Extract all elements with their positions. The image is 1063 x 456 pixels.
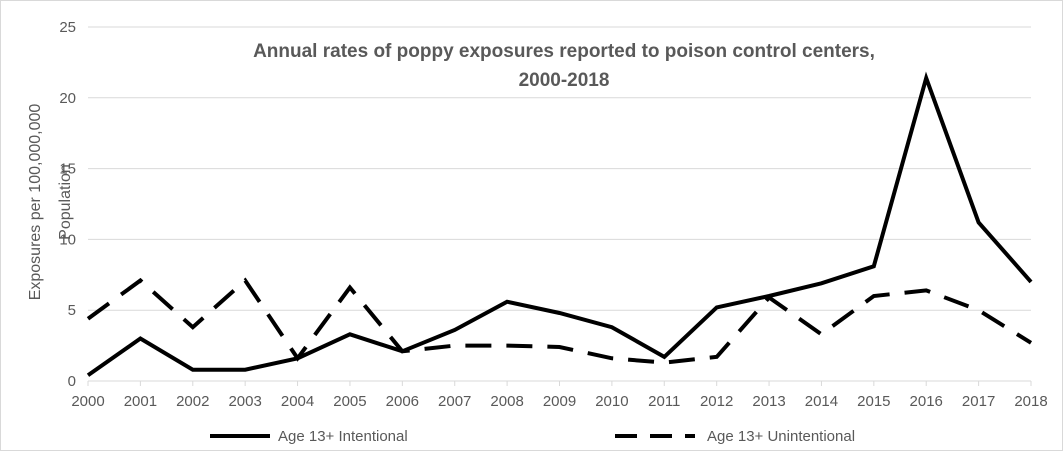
gridlines: [88, 26, 1031, 311]
y-tick-label: 10: [59, 231, 76, 248]
series-line-unintentional: [86, 277, 1033, 365]
x-tick-label: 2013: [752, 393, 785, 410]
x-tick-label: 2015: [857, 393, 890, 410]
x-tick-label: 2006: [386, 393, 419, 410]
chart-title-group: Annual rates of poppy exposures reported…: [253, 41, 875, 91]
y-tick-label: 15: [59, 161, 76, 178]
legend-label: Age 13+ Intentional: [278, 428, 408, 445]
y-tick-label: 20: [59, 90, 76, 107]
y-tick-label: 5: [68, 302, 76, 319]
x-tick-label: 2007: [438, 393, 471, 410]
x-tick-label: 2010: [595, 393, 628, 410]
y-tick-label: 25: [59, 19, 76, 36]
legend: Age 13+ Intentional Age 13+ Unintentional: [210, 428, 855, 445]
y-tick-label: 0: [68, 373, 76, 390]
chart-title-line-2: 2000-2018: [519, 70, 610, 91]
x-tick-label: 2009: [543, 393, 576, 410]
x-tick-label: 2005: [333, 393, 366, 410]
series-line-intentional: [86, 71, 1033, 377]
x-tick-label: 2014: [805, 393, 838, 410]
x-tick-label: 2008: [490, 393, 523, 410]
x-tick-label: 2000: [71, 393, 104, 410]
x-tick-label: 2017: [962, 393, 995, 410]
tick-labels: 0 5 10 15 20 25 2000 2001 2002 2003 2004 2005 2006 20…: [59, 19, 1047, 410]
x-tick-label: 2003: [228, 393, 261, 410]
x-tick-label: 2004: [281, 393, 314, 410]
x-tick-label: 2011: [648, 393, 680, 410]
x-tick-label: 2016: [910, 393, 943, 410]
x-tick-label: 2018: [1014, 393, 1047, 410]
x-tick-label: 2001: [124, 393, 157, 410]
y-axis-title-line-2: Population: [57, 164, 74, 240]
y-axis-title-group: Exposures per 100,000,000 Population: [27, 104, 74, 301]
axes: [87, 380, 1032, 386]
x-tick-label: 2002: [176, 393, 209, 410]
legend-label: Age 13+ Unintentional: [707, 428, 855, 445]
series-lines: [86, 71, 1033, 377]
chart-title-line-1: Annual rates of poppy exposures reported…: [253, 41, 875, 62]
y-axis-title-line-1: Exposures per 100,000,000: [27, 104, 44, 301]
x-tick-label: 2012: [700, 393, 733, 410]
